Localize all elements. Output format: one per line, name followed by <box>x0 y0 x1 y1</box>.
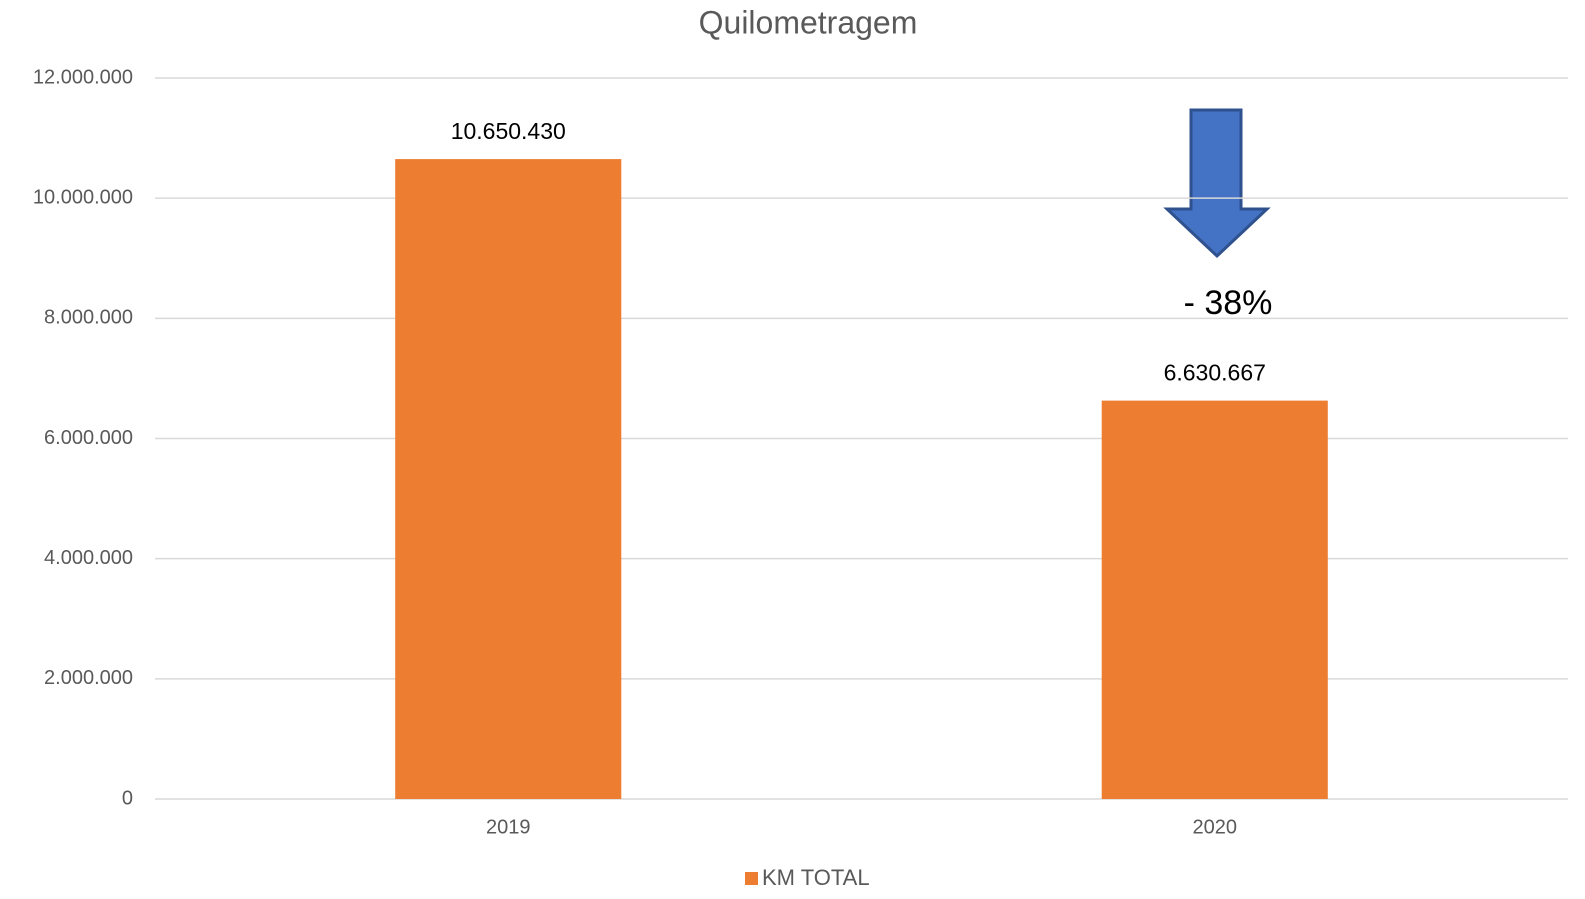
down-arrow <box>1163 108 1271 259</box>
y-tick-label: 8.000.000 <box>44 307 133 329</box>
data-label: 6.630.667 <box>1164 360 1266 386</box>
legend-label: KM TOTAL <box>762 865 870 890</box>
y-tick-label: 10.000.000 <box>33 186 133 208</box>
bar <box>395 159 622 799</box>
y-tick-label: 2.000.000 <box>44 667 133 689</box>
annotation: - 38% <box>1184 284 1273 322</box>
legend-swatch <box>745 872 758 885</box>
y-tick-label: 0 <box>122 787 133 809</box>
y-tick-label: 12.000.000 <box>33 66 133 88</box>
x-tick-label: 2020 <box>1193 816 1238 838</box>
y-tick-label: 4.000.000 <box>44 547 133 569</box>
data-label: 10.650.430 <box>451 118 566 144</box>
chart-title: Quilometragem <box>699 4 918 40</box>
x-tick-label: 2019 <box>486 816 531 838</box>
bar <box>1101 400 1328 799</box>
y-tick-label: 6.000.000 <box>44 427 133 449</box>
